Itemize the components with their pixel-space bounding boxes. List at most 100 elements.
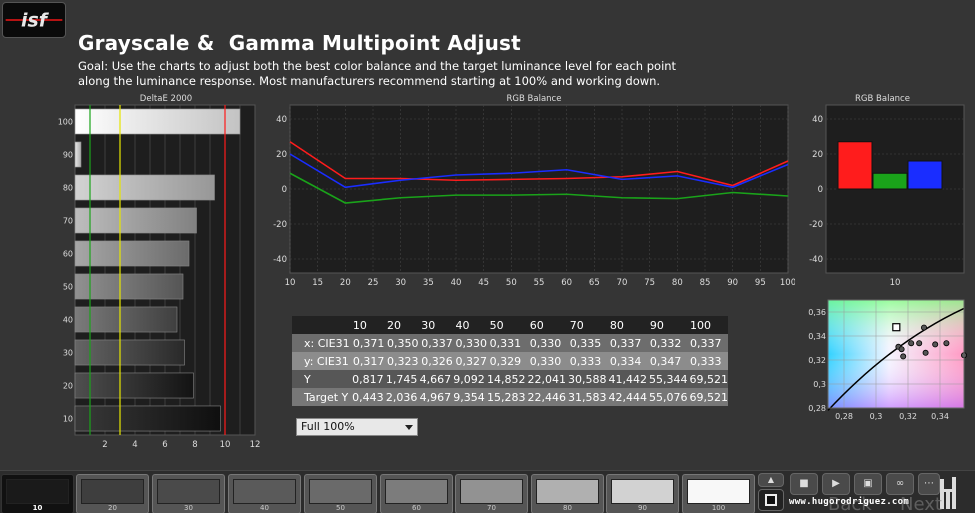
deltae-bar-40 (74, 306, 178, 333)
table-header-cell: 30 (421, 318, 436, 332)
options-button[interactable]: ⋯ (918, 473, 940, 495)
table-header-cell: 10 (352, 318, 367, 332)
table-cell: 0,330 (529, 354, 562, 368)
y-tick-label: 20 (63, 382, 73, 391)
y-tick-label: 0 (282, 185, 287, 195)
table-header-cell: 20 (387, 318, 402, 332)
table-cell: 0,332 (649, 336, 682, 350)
cie-measurement-point (898, 346, 905, 353)
next-button[interactable]: Next (900, 494, 942, 513)
disk-icon: ▣ (863, 478, 873, 489)
step-swatch (6, 479, 69, 504)
loop-button[interactable]: ∞ (886, 473, 914, 495)
table-row-target-luminance: Target Y 0,443 2,036 4,967 9,354 15,283 … (292, 388, 728, 406)
goal-text-line-2: along the luminance response. Most manuf… (78, 74, 661, 88)
stop-icon: ■ (799, 478, 809, 489)
y-tick-label: 80 (63, 184, 73, 193)
table-cell: 0,327 (455, 354, 487, 368)
step-button-100[interactable]: 100 (682, 474, 755, 513)
deltae-bar-10 (74, 405, 221, 432)
x-tick-label: 2 (102, 440, 107, 450)
save-button[interactable]: ▣ (854, 473, 882, 495)
step-label: 30 (184, 504, 193, 512)
play-button[interactable]: ▶ (822, 473, 850, 495)
step-button-10[interactable]: 10 (1, 474, 74, 513)
cie-measurement-point (900, 353, 907, 360)
table-row-label: x: CIE31 (304, 336, 350, 350)
step-swatch (233, 479, 296, 504)
step-label: 60 (412, 504, 421, 512)
deltae-bar-30 (74, 339, 185, 366)
stop-button[interactable]: ■ (790, 473, 818, 495)
step-button-30[interactable]: 30 (152, 474, 225, 513)
rgb-balance-bar (907, 160, 943, 190)
back-button[interactable]: Back (828, 494, 872, 513)
cie-measurement-point (908, 340, 915, 347)
collapse-button[interactable]: ▲ (758, 473, 784, 487)
table-cell: 0,337 (421, 336, 453, 350)
y-tick-label: 90 (63, 151, 73, 160)
infinity-icon: ∞ (895, 478, 905, 489)
step-button-60[interactable]: 60 (380, 474, 453, 513)
table-header-cell: 50 (489, 318, 504, 332)
table-cell: 0,443 (352, 390, 384, 404)
step-swatch (536, 479, 599, 504)
cie-color-overlay (828, 300, 964, 408)
table-header-cell: 60 (529, 318, 544, 332)
table-cell: 0,371 (352, 336, 385, 350)
y-tick-label: 0 (818, 185, 823, 195)
step-button-40[interactable]: 40 (228, 474, 301, 513)
table-cell: 69,521 (689, 372, 729, 386)
table-cell: 9,092 (453, 372, 485, 386)
rgb-balance-line-chart: 10 15 20 25 30 35 40 45 50 55 60 65 70 75 80 85 90 95 100 4… (273, 104, 795, 288)
y-tick-label: 0,3 (813, 380, 826, 389)
table-row-x-cie31: x: CIE31 0,371 0,350 0,337 0,330 0,331 0… (292, 334, 728, 352)
step-button-50[interactable]: 50 (304, 474, 377, 513)
step-label: 50 (336, 504, 345, 512)
y-tick-label: 20 (276, 150, 287, 160)
rgb-bar-chart-title: RGB Balance (855, 94, 910, 104)
x-tick-label: 35 (423, 278, 434, 288)
x-tick-label: 50 (506, 278, 517, 288)
step-button-70[interactable]: 70 (455, 474, 528, 513)
rgb-balance-series-line (289, 172, 789, 204)
x-tick-label: 0,28 (835, 412, 853, 421)
step-label: 80 (563, 504, 572, 512)
step-label: 70 (487, 504, 496, 512)
pattern-mode-select[interactable]: Full 100% (296, 418, 418, 436)
step-button-80[interactable]: 80 (531, 474, 604, 513)
x-tick-label: 12 (250, 440, 261, 450)
step-swatch (460, 479, 523, 504)
target-white-marker (892, 323, 901, 332)
x-tick-label: 0,34 (931, 412, 949, 421)
step-button-20[interactable]: 20 (76, 474, 149, 513)
deltae-bar-60 (74, 240, 190, 267)
deltae-chart: 2 4 6 8 10 12 100 90 80 70 60 50 40 30 20 10 (58, 104, 261, 450)
y-tick-label: 70 (63, 217, 73, 226)
deltae-bar-80 (74, 174, 215, 201)
table-cell: 0,323 (387, 354, 419, 368)
deltae-chart-title: DeltaE 2000 (139, 94, 193, 104)
table-cell: 4,967 (419, 390, 452, 404)
logo-stripe (5, 19, 63, 21)
x-tick-label: 75 (644, 278, 655, 288)
x-tick-label: 70 (617, 278, 628, 288)
cie-plot-border (827, 299, 965, 409)
step-button-90[interactable]: 90 (606, 474, 679, 513)
table-cell: 0,335 (569, 336, 602, 350)
y-tick-label: 10 (63, 415, 73, 424)
table-cell: 4,667 (419, 372, 452, 386)
table-row-label: Target Y (304, 390, 349, 404)
x-tick-label: 100 (780, 278, 795, 288)
y-tick-label: -40 (273, 255, 287, 265)
table-cell: 30,588 (568, 372, 607, 386)
table-header-cell: 40 (455, 318, 470, 332)
x-tick-label: 65 (589, 278, 600, 288)
table-cell: 0,334 (609, 354, 642, 368)
measurement-table: 10 20 30 40 50 60 70 80 90 100 x: CIE31 … (292, 316, 728, 406)
x-tick-label: 55 (534, 278, 545, 288)
stop-pattern-button[interactable] (758, 489, 784, 511)
cie-measurement-point (916, 340, 923, 347)
logo-text: isf (21, 10, 50, 32)
table-header-row: 10 20 30 40 50 60 70 80 90 100 (292, 316, 728, 334)
